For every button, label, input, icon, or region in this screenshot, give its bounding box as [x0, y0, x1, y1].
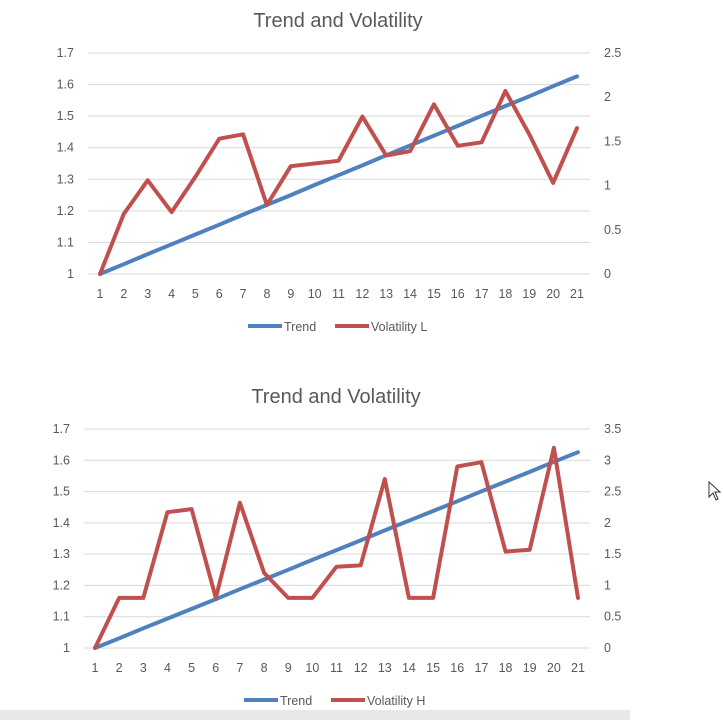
- right-axis-tick-label: 0: [604, 267, 611, 281]
- right-axis-tick-label: 0: [604, 641, 611, 655]
- x-axis-tick-label: 13: [379, 287, 393, 301]
- x-axis-tick-label: 17: [475, 287, 489, 301]
- x-axis-tick-label: 4: [164, 661, 171, 675]
- x-axis-tick-label: 19: [523, 661, 537, 675]
- left-axis-tick-label: 1.1: [57, 235, 74, 249]
- x-axis-tick-label: 11: [330, 661, 343, 675]
- x-axis-tick-label: 15: [427, 287, 441, 301]
- left-axis-tick-label: 1.2: [53, 578, 70, 592]
- right-axis-ticks: 0 0.5 1 1.5 2 2.5: [604, 46, 621, 281]
- legend-label-volatility: Volatility L: [371, 320, 427, 334]
- x-axis-tick-label: 5: [192, 287, 199, 301]
- x-axis-tick-label: 9: [287, 287, 294, 301]
- left-axis-ticks: 1 1.1 1.2 1.3 1.4 1.5 1.6 1.7: [57, 46, 74, 281]
- x-axis-tick-label: 18: [498, 287, 512, 301]
- x-axis-tick-label: 10: [308, 287, 322, 301]
- chart-title: Trend and Volatility: [253, 10, 422, 32]
- x-axis-tick-label: 2: [120, 287, 127, 301]
- x-axis-tick-label: 2: [116, 661, 123, 675]
- x-axis-tick-label: 11: [332, 287, 345, 301]
- x-axis-tick-label: 8: [263, 287, 270, 301]
- series-lines: [98, 74, 579, 276]
- chart-title: Trend and Volatility: [251, 386, 420, 408]
- chart-svg: Trend and Volatility 1 1.1 1.2 1.3 1.4 1.5 1.6…: [53, 386, 622, 708]
- right-axis-tick-label: 2: [604, 516, 611, 530]
- x-axis-tick-label: 20: [546, 287, 560, 301]
- legend-label-trend: Trend: [284, 320, 316, 334]
- right-axis-ticks: 0 0.5 1 1.5 2 2.5 3 3.5: [604, 422, 621, 655]
- gridlines: [88, 52, 590, 275]
- left-axis-tick-label: 1.1: [53, 610, 70, 624]
- x-axis-tick-label: 14: [403, 287, 417, 301]
- x-axis-tick-label: 7: [236, 661, 243, 675]
- x-axis-tick-label: 18: [499, 661, 513, 675]
- right-axis-tick-label: 0.5: [604, 610, 621, 624]
- x-axis-tick-label: 14: [402, 661, 416, 675]
- legend: Trend Volatility L: [248, 320, 427, 334]
- x-axis-tick-label: 1: [92, 661, 99, 675]
- left-axis-tick-label: 1.3: [53, 547, 70, 561]
- legend-label-volatility: Volatility H: [367, 694, 425, 708]
- series-lines: [93, 445, 580, 650]
- x-axis-tick-label: 19: [522, 287, 536, 301]
- x-axis-tick-label: 16: [450, 661, 464, 675]
- right-axis-tick-label: 1.5: [604, 547, 621, 561]
- horizontal-scrollbar[interactable]: [0, 710, 630, 720]
- left-axis-tick-label: 1: [63, 641, 70, 655]
- left-axis-tick-label: 1.4: [57, 141, 74, 155]
- series-line-volatility-l: [98, 89, 579, 276]
- chart-high-volatility: Trend and Volatility 1 1.1 1.2 1.3 1.4 1.5 1.6…: [0, 378, 640, 708]
- x-axis-tick-label: 17: [474, 661, 488, 675]
- left-axis-tick-label: 1.5: [53, 485, 70, 499]
- left-axis-tick-label: 1.6: [57, 78, 74, 92]
- right-axis-tick-label: 2: [604, 90, 611, 104]
- left-axis-tick-label: 1.7: [53, 422, 70, 436]
- x-axis-tick-label: 9: [285, 661, 292, 675]
- x-axis-tick-label: 13: [378, 661, 392, 675]
- right-axis-tick-label: 1.5: [604, 134, 621, 148]
- left-axis-tick-label: 1: [67, 267, 74, 281]
- x-axis-tick-label: 21: [571, 661, 585, 675]
- x-axis-ticks: 1 2 3 4 5 6 7 8 9 10 11 12 13 14 15 16 17 18 19 20 21: [92, 661, 585, 675]
- left-axis-tick-label: 1.4: [53, 516, 70, 530]
- mouse-pointer-icon: [708, 481, 722, 501]
- right-axis-tick-label: 3: [604, 453, 611, 467]
- right-axis-tick-label: 0.5: [604, 223, 621, 237]
- x-axis-tick-label: 8: [261, 661, 268, 675]
- right-axis-tick-label: 2.5: [604, 485, 621, 499]
- legend-label-trend: Trend: [280, 694, 312, 708]
- x-axis-ticks: 1 2 3 4 5 6 7 8 9 10 11 12 13 14 15 16 17 18 19 20 21: [97, 287, 584, 301]
- right-axis-tick-label: 1: [604, 179, 611, 193]
- x-axis-tick-label: 7: [240, 287, 247, 301]
- x-axis-tick-label: 4: [168, 287, 175, 301]
- right-axis-tick-label: 2.5: [604, 46, 621, 60]
- left-axis-tick-label: 1.7: [57, 46, 74, 60]
- chart-low-volatility: Trend and Volatility 1 1.1 1.2 1.3 1.4 1.5 1.6…: [0, 0, 640, 350]
- right-axis-tick-label: 3.5: [604, 422, 621, 436]
- x-axis-tick-label: 5: [188, 661, 195, 675]
- x-axis-tick-label: 15: [426, 661, 440, 675]
- x-axis-tick-label: 3: [140, 661, 147, 675]
- x-axis-tick-label: 1: [97, 287, 104, 301]
- left-axis-tick-label: 1.5: [57, 109, 74, 123]
- left-axis-tick-label: 1.3: [57, 172, 74, 186]
- x-axis-tick-label: 6: [216, 287, 223, 301]
- left-axis-tick-label: 1.2: [57, 204, 74, 218]
- x-axis-tick-label: 20: [547, 661, 561, 675]
- x-axis-tick-label: 3: [144, 287, 151, 301]
- x-axis-tick-label: 6: [212, 661, 219, 675]
- x-axis-tick-label: 12: [355, 287, 369, 301]
- chart-svg: Trend and Volatility 1 1.1 1.2 1.3 1.4 1.5 1.6…: [57, 10, 622, 334]
- left-axis-tick-label: 1.6: [53, 453, 70, 467]
- x-axis-tick-label: 16: [451, 287, 465, 301]
- series-line-volatility-h: [93, 445, 580, 650]
- left-axis-ticks: 1 1.1 1.2 1.3 1.4 1.5 1.6 1.7: [53, 422, 70, 655]
- right-axis-tick-label: 1: [604, 578, 611, 592]
- series-line-trend: [93, 450, 580, 650]
- x-axis-tick-label: 12: [354, 661, 368, 675]
- x-axis-tick-label: 10: [305, 661, 319, 675]
- x-axis-tick-label: 21: [570, 287, 584, 301]
- legend: Trend Volatility H: [244, 694, 425, 708]
- series-line-trend: [98, 74, 579, 276]
